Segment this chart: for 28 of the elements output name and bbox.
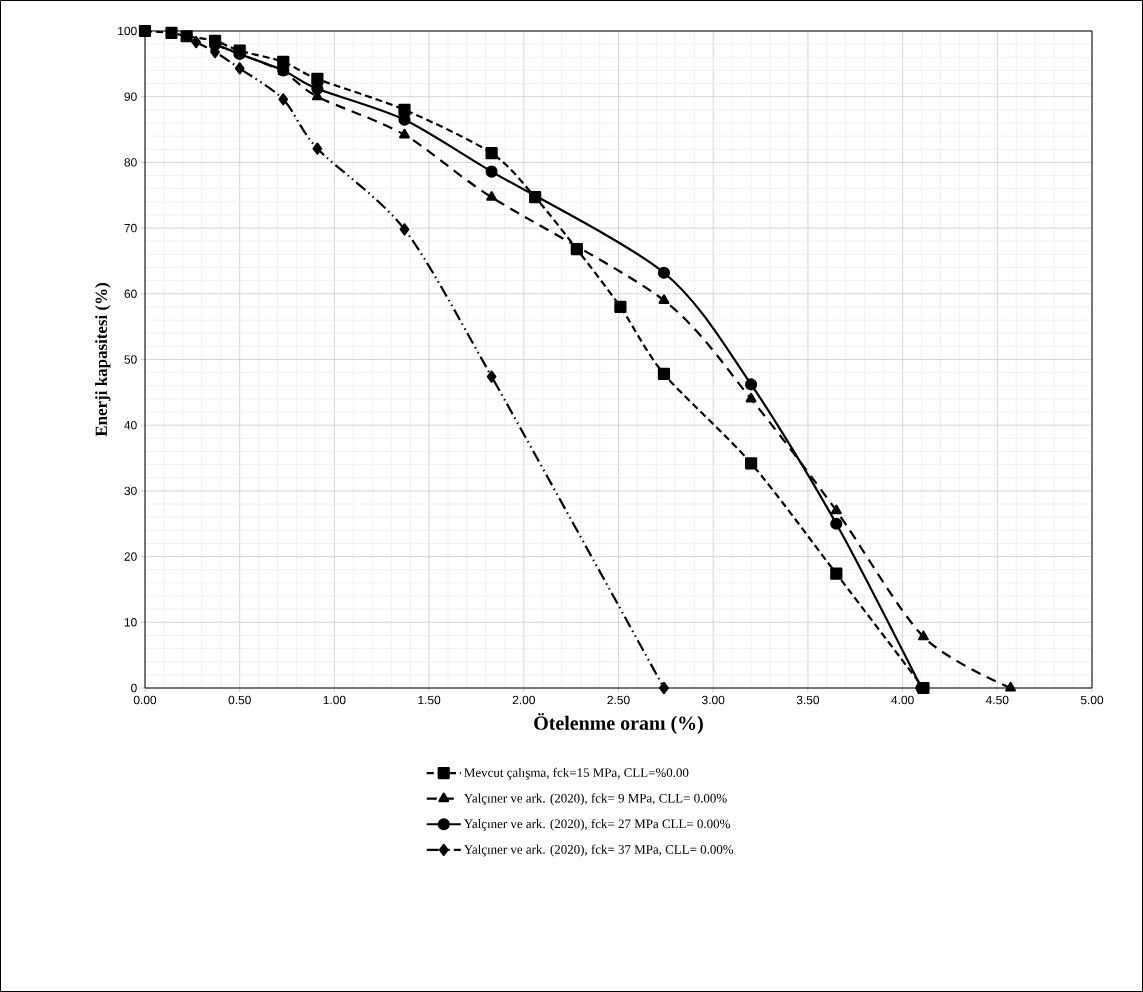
x-tick-label: 1.50 — [418, 695, 441, 705]
y-tick-label: 20 — [124, 552, 137, 561]
y-tick-label: 40 — [124, 420, 137, 430]
legend-label: Mevcut çalışma, fck=15 MPa, CLL=%0.00 — [464, 767, 689, 780]
y-tick-label: 90 — [124, 92, 137, 101]
x-tick-label: 3.00 — [702, 695, 725, 705]
y-tick-label: 70 — [124, 223, 137, 233]
x-tick-label: 4.00 — [891, 695, 914, 705]
x-tick-label: 2.00 — [512, 695, 535, 705]
legend-label: Yalçıner ve ark. (2020), fck= 27 MPa CLL= 0.00% — [464, 818, 730, 831]
y-axis-title: Enerji kapasitesi (%) — [95, 283, 111, 437]
x-tick-label: 5.00 — [1080, 695, 1104, 705]
x-tick-label: 2.50 — [607, 695, 630, 705]
x-tick-label: 3.50 — [796, 695, 820, 705]
y-tick-label: 50 — [124, 355, 137, 364]
x-tick-label: 1.00 — [323, 695, 346, 705]
x-tick-label: 0.50 — [228, 695, 251, 705]
y-tick-label: 100 — [118, 26, 137, 36]
x-axis-title: Ötelenme oranı (%) — [534, 713, 703, 734]
y-tick-label: 0 — [131, 683, 137, 693]
x-tick-label: 0.00 — [133, 695, 157, 705]
y-tick-label: 60 — [124, 289, 137, 299]
y-tick-label: 10 — [124, 618, 137, 627]
legend-label: Yalçıner ve ark. (2020), fck= 37 MPa, CLL= 0.00% — [464, 844, 734, 857]
y-tick-label: 30 — [124, 486, 137, 496]
y-tick-label: 80 — [124, 158, 137, 167]
legend-label: Yalçıner ve ark. (2020), fck= 9 MPa, CLL= 0.00% — [464, 793, 727, 806]
x-tick-label: 4.50 — [985, 695, 1009, 705]
